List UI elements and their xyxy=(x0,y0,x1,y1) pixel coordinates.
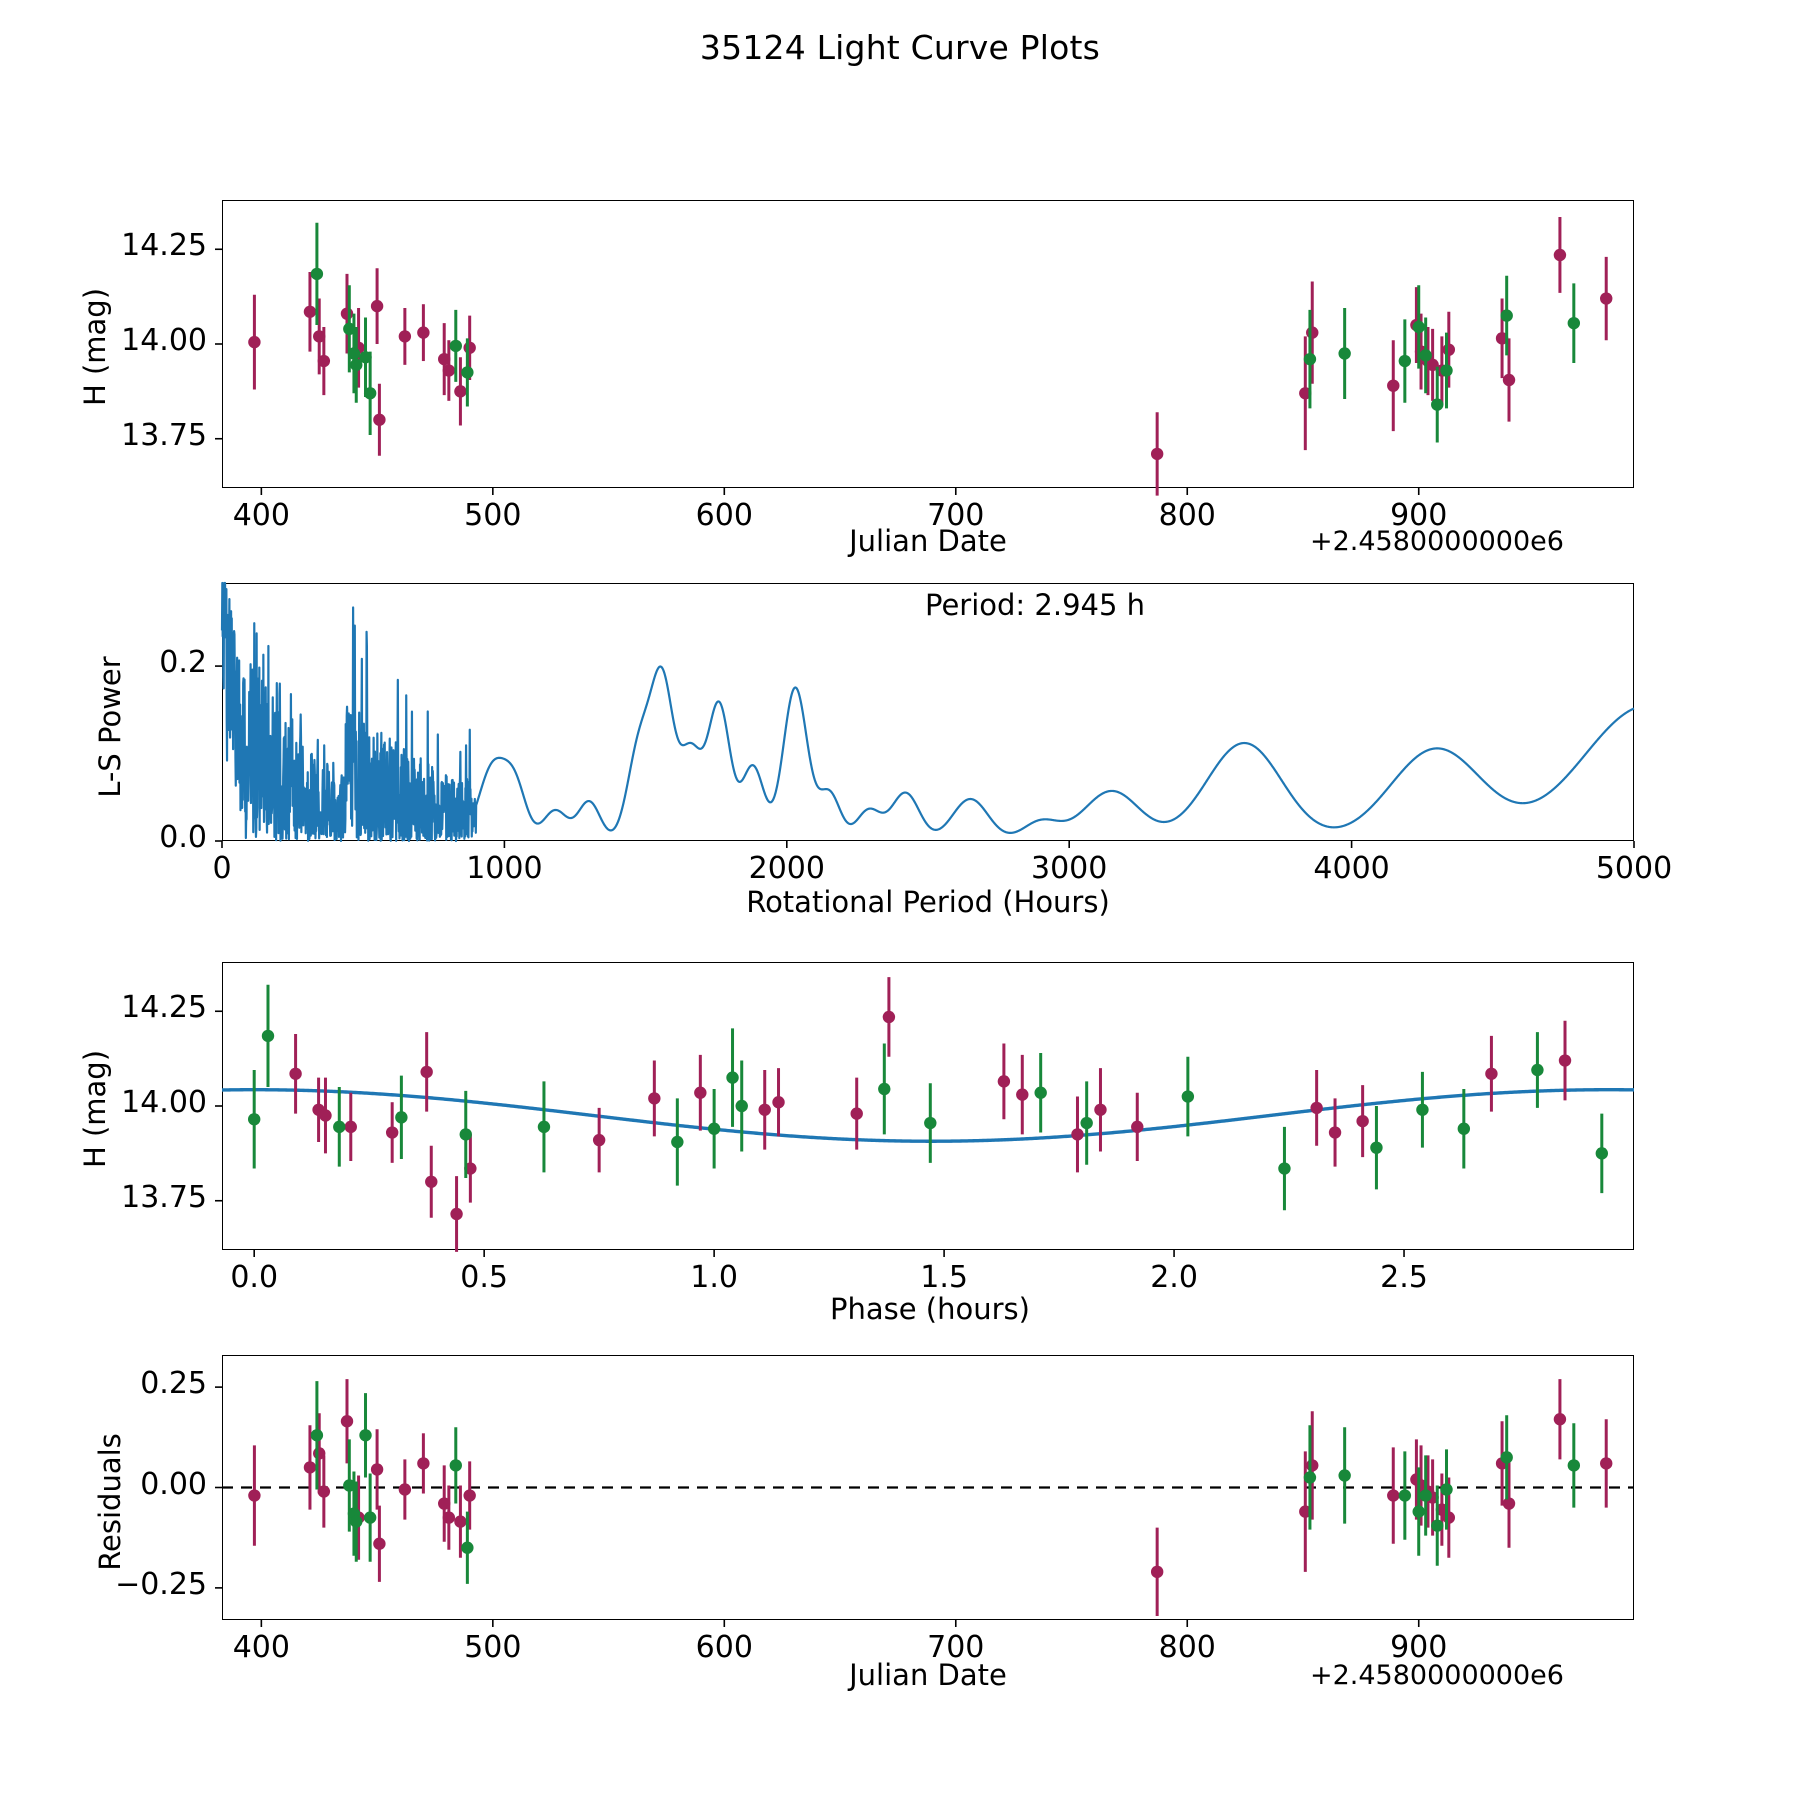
x-tick-label: 1.5 xyxy=(920,1260,968,1295)
panel-lightcurve: H (mag) Julian Date +2.4580000000e6 400 5… xyxy=(0,0,1800,560)
x-tick-label: 2000 xyxy=(748,851,825,886)
periodogram-canvas xyxy=(215,581,1635,848)
x-tick-label: 600 xyxy=(695,498,753,533)
x-tick-label: 500 xyxy=(464,498,522,533)
x-tick-label: 800 xyxy=(1158,1630,1216,1665)
x-tick-label: 2.5 xyxy=(1380,1260,1428,1295)
periodogram-y-axis-label: L-S Power xyxy=(93,656,127,798)
residuals-x-axis-label: Julian Date xyxy=(849,1658,1007,1692)
y-tick-label: 14.00 xyxy=(121,1085,207,1120)
phase-data-points xyxy=(247,977,1609,1252)
x-tick-label: 700 xyxy=(927,498,985,533)
x-tick-label: 1000 xyxy=(466,851,543,886)
x-tick-label: 600 xyxy=(695,1630,753,1665)
period-annotation: Period: 2.945 h xyxy=(925,588,1146,622)
x-tick-label: 800 xyxy=(1158,498,1216,533)
residuals-x-offset-label: +2.4580000000e6 xyxy=(1310,1660,1564,1691)
x-tick-label: 5000 xyxy=(1595,851,1673,886)
x-tick-label: 0 xyxy=(212,851,232,886)
lightcurve-canvas xyxy=(215,217,1613,496)
y-tick-label: 14.00 xyxy=(121,323,207,358)
panel-residuals: Residuals Julian Date +2.4580000000e6 40… xyxy=(0,1330,1800,1800)
residuals-canvas xyxy=(215,1379,1634,1627)
lightcurve-x-offset-label: +2.4580000000e6 xyxy=(1310,526,1564,557)
y-tick-label: 13.75 xyxy=(121,417,207,453)
phase-canvas xyxy=(215,977,1635,1257)
panel-periodogram: L-S Power Rotational Period (Hours) Peri… xyxy=(0,560,1800,940)
lightcurve-x-axis-label: Julian Date xyxy=(849,524,1007,558)
page-title: 35124 Light Curve Plots xyxy=(699,28,1101,67)
y-tick-label: 0.00 xyxy=(140,1466,207,1502)
y-tick-label: 0.2 xyxy=(159,645,207,681)
x-tick-label: 0.0 xyxy=(230,1260,279,1295)
x-tick-label: 400 xyxy=(232,498,290,533)
x-tick-label: 0.5 xyxy=(460,1260,509,1295)
x-tick-label: 400 xyxy=(232,1630,290,1665)
y-tick-label: 14.25 xyxy=(121,990,207,1026)
x-tick-label: 1.0 xyxy=(690,1260,738,1295)
lightcurve-data-points xyxy=(248,217,1613,496)
x-tick-label: 3000 xyxy=(1031,851,1108,886)
x-tick-label: 900 xyxy=(1390,498,1448,533)
phase-x-axis-label: Phase (hours) xyxy=(830,1292,1030,1326)
phase-fit-curve xyxy=(221,1088,1635,1143)
periodogram-x-axis-label: Rotational Period (Hours) xyxy=(746,885,1110,919)
y-tick-label: 13.75 xyxy=(121,1179,207,1215)
residuals-data-points xyxy=(248,1379,1613,1616)
x-tick-label: 2.0 xyxy=(1150,1260,1198,1295)
x-tick-label: 500 xyxy=(464,1630,522,1665)
y-tick-label: 0.25 xyxy=(140,1366,207,1402)
y-tick-label: −0.25 xyxy=(115,1566,207,1602)
x-tick-label: 4000 xyxy=(1313,851,1390,886)
x-tick-label: 900 xyxy=(1390,1630,1448,1665)
panel-phase-folded: H (mag) Phase (hours) 0.0 0.5 1.0 1.5 2.0 2.5… xyxy=(0,940,1800,1330)
y-tick-label: 0.0 xyxy=(159,820,207,855)
x-tick-label: 700 xyxy=(927,1630,985,1665)
y-tick-label: 14.25 xyxy=(121,228,207,264)
